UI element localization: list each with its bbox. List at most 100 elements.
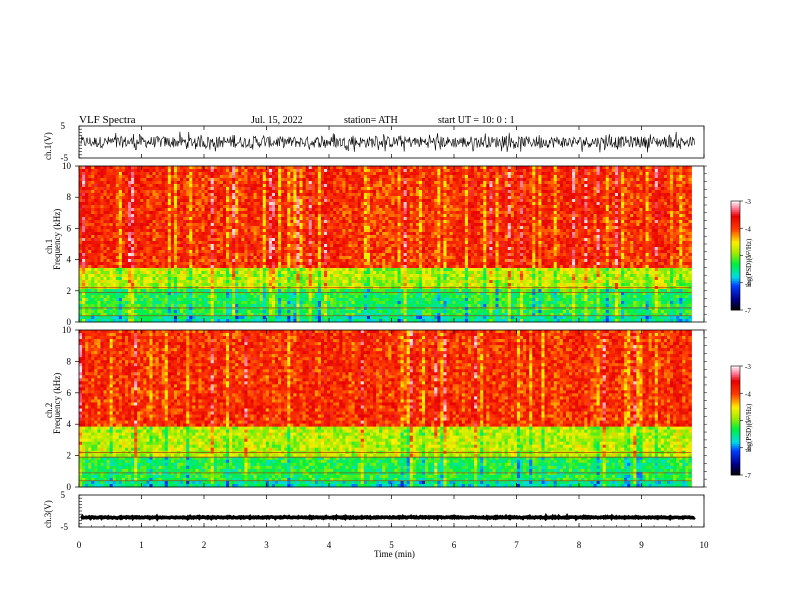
ch1-spectrogram-cell (342, 178, 345, 181)
ch1-spectrogram-cell (358, 193, 361, 196)
ch1-spectrogram-cell (349, 187, 352, 190)
ch1-spectrogram-cell (100, 217, 103, 220)
ch1-spectrogram-cell (398, 235, 401, 238)
ch1-spectrogram-cell (511, 202, 514, 205)
ch1-spectrogram-cell (312, 181, 315, 184)
ch1-spectrogram-cell (177, 193, 180, 196)
ch1-spectrogram-cell (639, 193, 642, 196)
ch1-spectrogram-cell (195, 226, 198, 229)
ch1-spectrogram-cell (587, 178, 590, 181)
ch1-spectrogram-cell (373, 202, 376, 205)
ch1-spectrogram-cell (569, 166, 572, 169)
ch1-spectrogram-cell (195, 217, 198, 220)
ch1-spectrogram-cell (560, 181, 563, 184)
ch1-spectrogram-cell (214, 205, 217, 208)
ch1-spectrogram-cell (107, 190, 110, 193)
ch1-spectrogram-cell (590, 178, 593, 181)
ch1-spectrogram-cell (505, 235, 508, 238)
ch1-spectrogram-cell (456, 193, 459, 196)
ch1-spectrogram-cell (398, 223, 401, 226)
ch1-spectrogram-cell (229, 169, 232, 172)
ch1-spectrogram-cell (398, 226, 401, 229)
ch1-spectrogram-cell (327, 226, 330, 229)
ch1-spectrogram-cell (156, 178, 159, 181)
ch1-spectrogram-cell (474, 205, 477, 208)
ch1-spectrogram-cell (94, 190, 97, 193)
ch1-spectrogram-cell (422, 208, 425, 211)
ch1-spectrogram-cell (480, 214, 483, 217)
ch1-spectrogram-cell (162, 223, 165, 226)
ch1-spectrogram-cell (560, 175, 563, 178)
ch1-spectrogram-cell (211, 193, 214, 196)
ch1-spectrogram-cell (226, 196, 229, 199)
ch1-spectrogram-cell (532, 208, 535, 211)
ch1-spectrogram-cell (471, 232, 474, 235)
ch1-spectrogram-cell (300, 205, 303, 208)
ch1-spectrogram-cell (82, 199, 85, 202)
ch1-spectrogram-cell (557, 226, 560, 229)
ch1-spectrogram-cell (321, 175, 324, 178)
ch1-spectrogram-cell (649, 214, 652, 217)
ch1-spectrogram-cell (422, 196, 425, 199)
ch1-spectrogram-cell (496, 223, 499, 226)
ch1-spectrogram-cell (370, 166, 373, 169)
ch1-spectrogram-cell (615, 214, 618, 217)
ch1-spectrogram-cell (667, 220, 670, 223)
ch1-spectrogram-cell (474, 223, 477, 226)
ch1-spectrogram-cell (183, 229, 186, 232)
ch1-spectrogram-cell (398, 229, 401, 232)
ch1-spectrogram-cell (226, 226, 229, 229)
ch1-spectrogram-cell (639, 175, 642, 178)
ch1-spectrogram-cell (134, 205, 137, 208)
ch1-spectrogram-cell (486, 235, 489, 238)
ch1-spectrogram-cell (134, 199, 137, 202)
ch1-spectrogram-cell (226, 238, 229, 241)
ch1-spectrogram-cell (217, 166, 220, 169)
ch1-spectrogram-cell (107, 178, 110, 181)
ch1-spectrogram-cell (437, 196, 440, 199)
ch1-spectrogram-cell (658, 166, 661, 169)
ch1-spectrogram-cell (410, 196, 413, 199)
ch1-spectrogram-cell (134, 172, 137, 175)
ch1-spectrogram-cell (318, 238, 321, 241)
ch1-spectrogram-cell (450, 226, 453, 229)
ch1-spectrogram-cell (220, 184, 223, 187)
ch1-spectrogram-cell (306, 196, 309, 199)
ch1-spectrogram-cell (606, 175, 609, 178)
ch1-spectrogram-cell (91, 232, 94, 235)
ch1-spectrogram-cell (162, 229, 165, 232)
ch1-spectrogram-cell (266, 190, 269, 193)
ch1-spectrogram-cell (630, 199, 633, 202)
ch1-spectrogram-cell (535, 172, 538, 175)
ch1-spectrogram-cell (483, 220, 486, 223)
ch1-spectrogram-cell (379, 196, 382, 199)
ch1-spectrogram-cell (468, 202, 471, 205)
ch1-spectrogram-cell (459, 238, 462, 241)
ch1-spectrogram-cell (401, 181, 404, 184)
ch1-spectrogram-cell (333, 184, 336, 187)
ch1-spectrogram-cell (238, 235, 241, 238)
ch1-spectrogram-cell (633, 190, 636, 193)
ch1-spectrogram-cell (293, 166, 296, 169)
ch1-spectrogram-cell (514, 187, 517, 190)
ch1-spectrogram-cell (477, 211, 480, 214)
ch1-spectrogram-cell (134, 211, 137, 214)
ch1-spectrogram-cell (198, 190, 201, 193)
ch1-spectrogram-cell (125, 187, 128, 190)
ch1-spectrogram-cell (447, 208, 450, 211)
ch1-spectrogram-cell (385, 205, 388, 208)
ch1-spectrogram-cell (146, 181, 149, 184)
ch1-spectrogram-cell (85, 214, 88, 217)
ch1-spectrogram-cell (214, 238, 217, 241)
ch1-spectrogram-cell (618, 193, 621, 196)
ch1-spectrogram-cell (79, 238, 82, 241)
ch1-spectrogram-cell (278, 166, 281, 169)
ch1-spectrogram-cell (643, 193, 646, 196)
ch1-spectrogram-cell (211, 172, 214, 175)
ch1-spectrogram-cell (407, 223, 410, 226)
ch1-spectrogram-cell (590, 166, 593, 169)
ch1-spectrogram-cell (483, 202, 486, 205)
ch1-spectrogram-cell (79, 202, 82, 205)
ch1-spectrogram-cell (287, 211, 290, 214)
ch1-spectrogram-cell (658, 199, 661, 202)
